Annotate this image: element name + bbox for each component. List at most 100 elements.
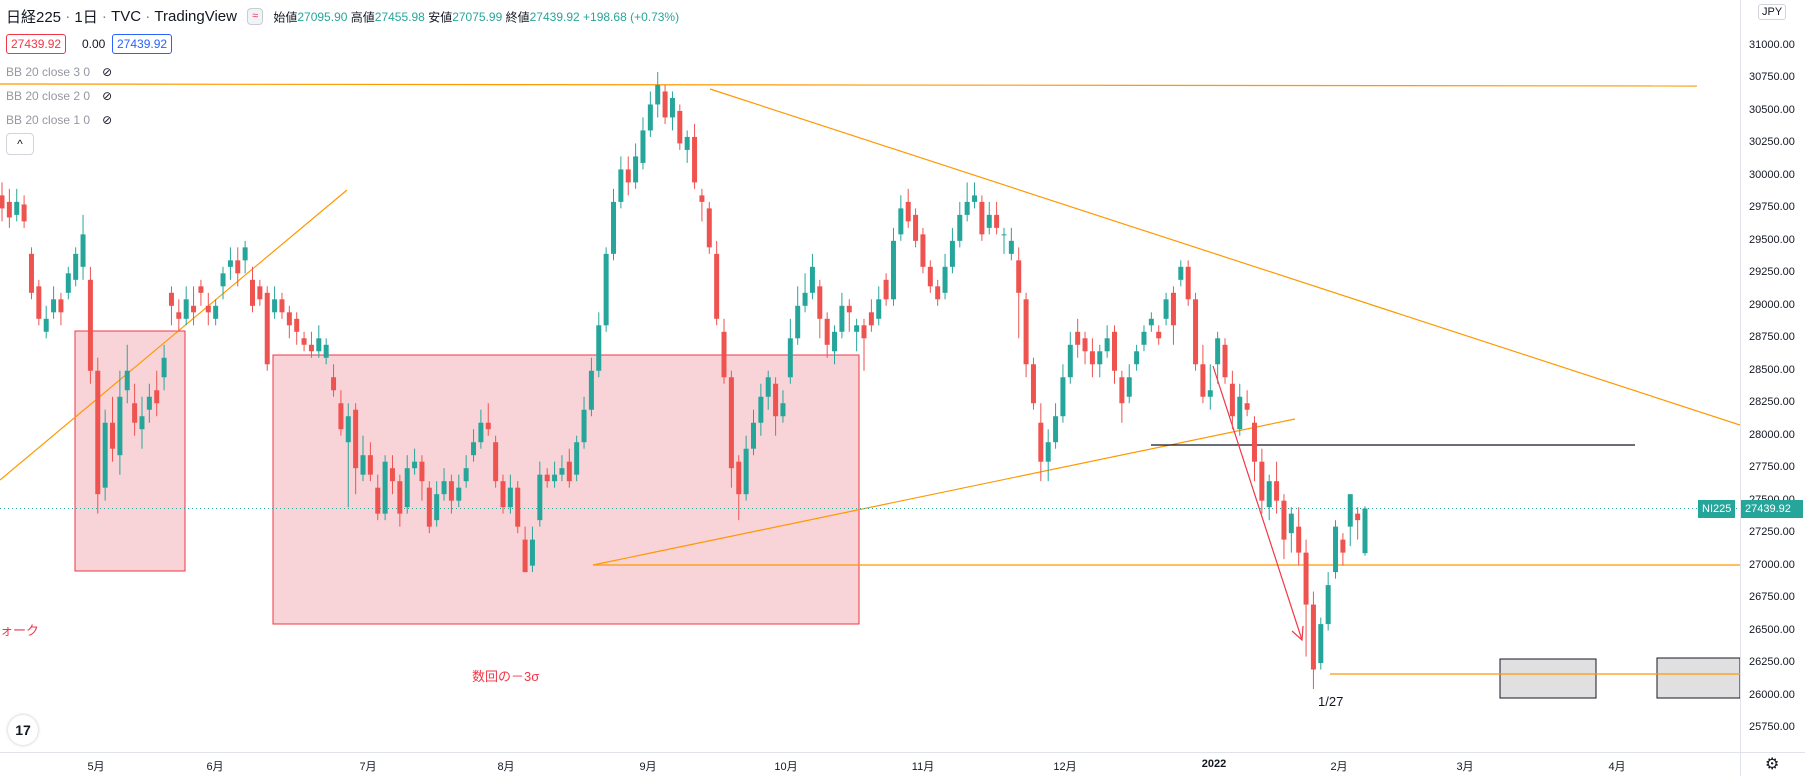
candle-body <box>832 331 838 352</box>
candle-body <box>1193 299 1199 365</box>
annotation-fork[interactable]: ォーク <box>0 623 40 638</box>
currency-select[interactable]: JPY <box>1758 4 1787 20</box>
candle-body <box>286 312 292 326</box>
candle-body <box>1163 299 1169 319</box>
eye-hidden-icon[interactable]: ⊘ <box>102 113 113 127</box>
annotation-sigma[interactable]: 数回の－3σ <box>472 669 540 684</box>
candle-body <box>441 481 447 495</box>
ohlc-readout: 始値27095.90 高値27455.98 安値27075.99 終値27439… <box>273 9 680 25</box>
candle-body <box>316 338 322 352</box>
candle-body <box>471 442 477 456</box>
candle-body <box>1141 331 1147 345</box>
candle-body <box>1200 364 1206 397</box>
arrow-head <box>1291 625 1304 642</box>
candle-body <box>846 305 852 313</box>
candle-body <box>14 201 20 215</box>
candle-body <box>1259 461 1265 501</box>
tradingview-logo-icon[interactable]: 17 <box>8 715 38 745</box>
chart-area[interactable] <box>0 0 1740 752</box>
candle-body <box>1170 292 1176 326</box>
candle-body <box>198 286 204 293</box>
trendline-descending <box>709 88 1740 426</box>
value-box-left[interactable]: 27439.92 <box>6 34 67 54</box>
low-value: 27075.99 <box>452 9 503 24</box>
price-tick: 25750.00 <box>1749 721 1795 733</box>
close-value: 27439.92 <box>529 9 580 24</box>
candle-body <box>1008 240 1014 254</box>
collapse-indicators-button[interactable]: ^ <box>6 133 34 155</box>
candle-body <box>655 84 661 105</box>
candle-body <box>1178 266 1184 280</box>
indicator-bb-1[interactable]: BB 20 close 1 0 ⊘ <box>6 113 113 127</box>
candle-body <box>721 331 727 378</box>
candle-body <box>1134 351 1140 365</box>
candle-body <box>905 201 911 222</box>
candle-body <box>1060 377 1066 417</box>
candle-body <box>176 312 182 319</box>
candle-body <box>28 253 34 293</box>
high-value: 27455.98 <box>374 9 425 24</box>
interval[interactable]: 1日 <box>74 9 98 26</box>
annotation-date[interactable]: 1/27 <box>1318 694 1344 709</box>
candle-body <box>213 305 219 319</box>
price-tick: 30750.00 <box>1749 71 1795 84</box>
candle-body <box>1310 604 1316 670</box>
settings-corner[interactable]: ⚙ <box>1740 752 1805 776</box>
price-axis[interactable]: 31000.00 30750.00 30500.00 30250.00 30000.00… <box>1740 0 1805 752</box>
candle-body <box>308 344 314 352</box>
candle-body <box>618 169 624 202</box>
eye-hidden-icon[interactable]: ⊘ <box>102 65 113 79</box>
indicator-bb-2[interactable]: BB 20 close 2 0 ⊘ <box>6 89 113 103</box>
candle-body <box>647 104 653 131</box>
candle-body <box>1288 513 1294 534</box>
price-tick: 30000.00 <box>1749 168 1795 181</box>
candle-body <box>1281 500 1287 540</box>
time-axis[interactable]: 5月 6月 7月 8月 9月 10月 11月 12月 2022 2月 3月 4月 <box>0 752 1740 776</box>
candle-body <box>235 260 241 274</box>
candle-body <box>544 474 550 482</box>
candle-body <box>1244 403 1250 410</box>
candle-body <box>345 416 351 443</box>
chart-canvas[interactable] <box>0 0 1740 752</box>
eye-hidden-icon[interactable]: ⊘ <box>102 89 113 103</box>
candle-body <box>964 201 970 215</box>
price-tick: 27750.00 <box>1749 461 1795 474</box>
candle-body <box>699 195 705 202</box>
rect-gray-2 <box>1656 657 1740 699</box>
candle-body <box>227 260 233 267</box>
candle-body <box>360 455 366 475</box>
candle-body <box>817 286 823 319</box>
gear-icon[interactable]: ⚙ <box>1765 756 1780 773</box>
candle-body <box>1237 396 1243 430</box>
compare-badge[interactable]: ≈ <box>247 8 264 25</box>
candle-body <box>949 240 955 267</box>
price-tick: 28500.00 <box>1749 363 1795 376</box>
price-tick: 29750.00 <box>1749 201 1795 214</box>
symbol-header[interactable]: 日経225 · 1日 · TVC · TradingView ≈ 始値27095… <box>6 8 680 26</box>
candle-body <box>706 208 712 248</box>
rect-gray-1 <box>1499 658 1597 699</box>
candle-body <box>728 377 734 469</box>
candle-body <box>301 338 307 345</box>
candle-body <box>913 214 919 241</box>
candle-body <box>507 487 513 508</box>
time-tick: 7月 <box>359 761 377 773</box>
candle-body <box>1318 624 1324 664</box>
value-box-right[interactable]: 27439.92 <box>112 34 173 54</box>
indicator-bb-3[interactable]: BB 20 close 3 0 ⊘ <box>6 65 113 79</box>
candle-body <box>743 448 749 495</box>
candle-body <box>883 279 889 300</box>
candle-body <box>890 240 896 300</box>
candle-body <box>95 370 101 495</box>
candle-body <box>1185 266 1191 300</box>
symbol-name[interactable]: 日経225 <box>6 9 62 26</box>
candle-body <box>559 468 565 475</box>
candle-body <box>972 195 978 202</box>
candle-body <box>205 305 211 313</box>
candle-body <box>1016 260 1022 293</box>
candle-body <box>139 416 145 430</box>
candle-body <box>279 299 285 313</box>
candle-body <box>898 208 904 235</box>
candle-body <box>809 266 815 293</box>
time-tick: 2022 <box>1201 758 1227 770</box>
